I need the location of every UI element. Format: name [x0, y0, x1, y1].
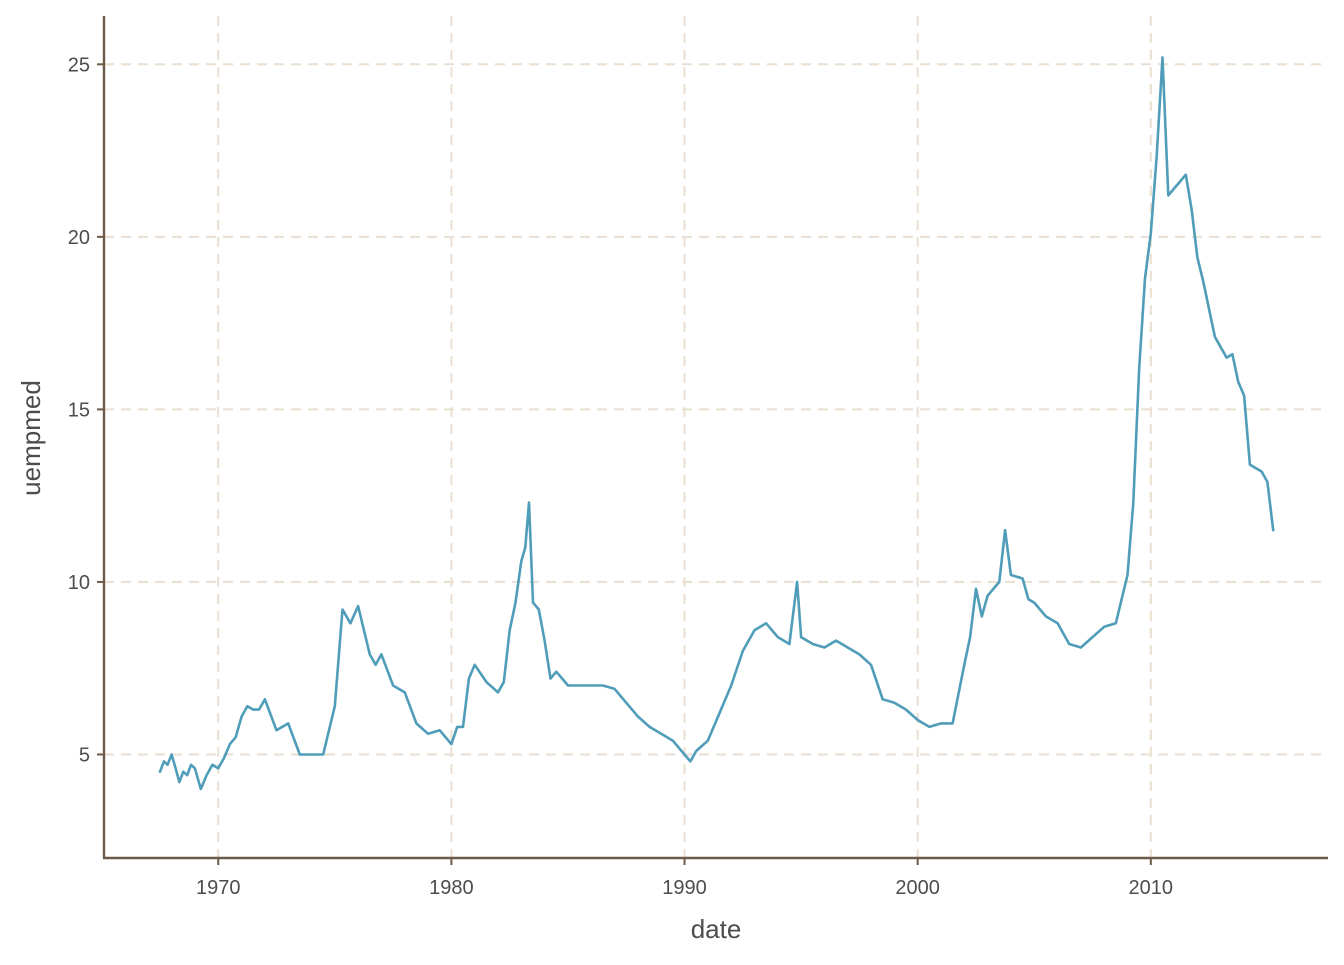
- y-axis-title: uempmed: [16, 380, 46, 496]
- ticks: 5 10 15 20 25 1970 1980 1990 2000 2010: [68, 54, 1173, 899]
- y-tick-label-20: 20: [68, 227, 90, 249]
- x-axis-title: date: [691, 914, 742, 944]
- y-tick-label-15: 15: [68, 399, 90, 421]
- axes: [102, 16, 1328, 860]
- x-tick-label-2000: 2000: [895, 877, 940, 899]
- y-tick-label-5: 5: [79, 744, 90, 766]
- y-tick-label-10: 10: [68, 572, 90, 594]
- x-tick-label-1970: 1970: [196, 877, 241, 899]
- y-tick-label-25: 25: [68, 54, 90, 76]
- x-tick-label-1980: 1980: [429, 877, 474, 899]
- series-line-0: [158, 56, 1275, 791]
- x-tick-label-2010: 2010: [1129, 877, 1174, 899]
- grid: [104, 16, 1328, 858]
- series-layer: [158, 56, 1275, 791]
- x-tick-label-1990: 1990: [662, 877, 707, 899]
